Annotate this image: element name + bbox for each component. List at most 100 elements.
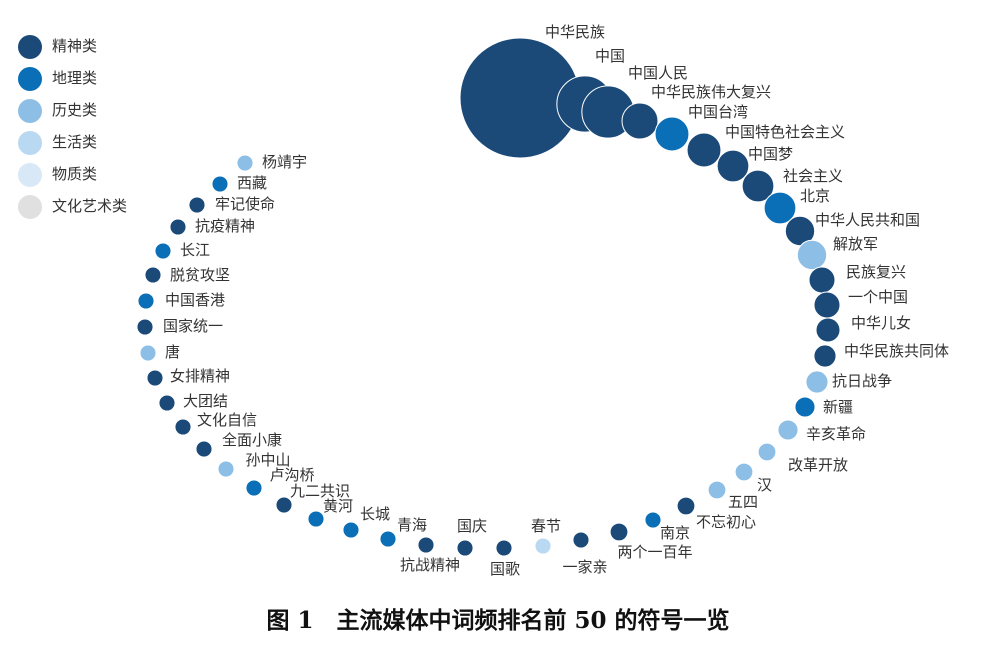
bubble	[379, 530, 397, 548]
bubble	[813, 291, 841, 319]
bubble	[777, 419, 799, 441]
bubble	[144, 266, 162, 284]
bubble	[154, 242, 172, 260]
bubble-label: 辛亥革命	[806, 425, 866, 443]
legend-swatch	[18, 195, 42, 219]
bubble-label: 南京	[660, 524, 690, 542]
bubble	[621, 102, 659, 140]
legend-swatch	[18, 67, 42, 91]
bubble-label: 社会主义	[783, 167, 843, 185]
bubble	[813, 344, 837, 368]
bubble-label: 全面小康	[222, 431, 282, 449]
bubble	[169, 218, 187, 236]
bubble-label: 孙中山	[245, 451, 290, 469]
bubble	[734, 462, 754, 482]
bubble-label: 西藏	[237, 174, 267, 192]
bubble	[136, 318, 154, 336]
bubble-label: 长江	[180, 241, 210, 259]
legend-label: 地理类	[52, 69, 97, 87]
bubble-label: 一个中国	[848, 288, 908, 306]
bubble-label: 抗战精神	[400, 556, 460, 574]
bubble-label: 脱贫攻坚	[170, 266, 230, 284]
bubble-label: 不忘初心	[696, 513, 756, 531]
bubble-label: 中华民族伟大复兴	[651, 83, 771, 101]
bubble-label: 五四	[728, 493, 758, 511]
bubble-label: 抗日战争	[832, 372, 892, 390]
bubble	[275, 496, 293, 514]
bubble	[686, 132, 722, 168]
bubble-label: 唐	[165, 343, 180, 361]
bubble-label: 国庆	[457, 517, 487, 535]
bubble-label: 北京	[800, 187, 830, 205]
bubble	[211, 175, 229, 193]
bubble-label: 中华民族共同体	[844, 342, 949, 360]
bubble-label: 中华儿女	[851, 314, 911, 332]
bubble	[808, 266, 836, 294]
bubble	[534, 537, 552, 555]
bubble	[456, 539, 474, 557]
bubble-label: 女排精神	[170, 367, 230, 385]
bubble	[307, 510, 325, 528]
bubble	[796, 239, 828, 271]
chart-title: 图 1 主流媒体中词频排名前 50 的符号一览	[266, 607, 729, 634]
bubble-label: 中国香港	[165, 291, 225, 309]
bubble-label: 长城	[360, 505, 390, 523]
bubble-label: 两个一百年	[617, 543, 692, 561]
bubble-label: 卢沟桥	[269, 466, 314, 484]
bubble	[245, 479, 263, 497]
bubble-label: 黄河	[323, 497, 353, 515]
bubble-label: 解放军	[833, 235, 878, 253]
bubble-label: 大团结	[183, 392, 228, 410]
bubble	[644, 511, 662, 529]
bubble	[741, 169, 775, 203]
bubble	[146, 369, 164, 387]
bubble-label: 九二共识	[290, 482, 350, 500]
bubble	[572, 531, 590, 549]
bubble	[609, 522, 629, 542]
bubble	[158, 394, 176, 412]
bubble	[174, 418, 192, 436]
bubble-label: 民族复兴	[846, 263, 906, 281]
bubble	[815, 317, 841, 343]
bubble	[716, 149, 750, 183]
bubble-label: 汉	[757, 476, 772, 494]
bubble	[676, 496, 696, 516]
bubble-label: 抗疫精神	[195, 217, 255, 235]
bubble-label: 改革开放	[788, 456, 848, 474]
legend-swatch	[18, 99, 42, 123]
legend-swatch	[18, 35, 42, 59]
bubble	[137, 292, 155, 310]
bubble-label: 中华人民共和国	[815, 211, 920, 229]
bubble	[342, 521, 360, 539]
bubble-label: 春节	[531, 517, 561, 535]
bubble	[763, 191, 797, 225]
bubble	[217, 460, 235, 478]
bubble-label: 牢记使命	[215, 195, 275, 213]
bubble-label: 新疆	[823, 398, 853, 416]
bubble-label: 文化自信	[197, 411, 257, 429]
bubble-label: 杨靖宇	[262, 153, 307, 171]
bubble	[139, 344, 157, 362]
legend-label: 历史类	[52, 101, 97, 119]
bubble	[195, 440, 213, 458]
legend-label: 文化艺术类	[52, 197, 127, 215]
bubble-label: 中国台湾	[688, 103, 748, 121]
bubble	[495, 539, 513, 557]
bubble	[188, 196, 206, 214]
bubble-label: 中国特色社会主义	[725, 123, 845, 141]
legend-label: 生活类	[52, 133, 97, 151]
bubble-label: 国歌	[490, 560, 520, 578]
bubble	[654, 116, 690, 152]
bubble-label: 中华民族	[545, 23, 605, 41]
bubble	[417, 536, 435, 554]
bubble	[757, 442, 777, 462]
bubble-label: 中国	[595, 47, 625, 65]
bubble-label: 中国梦	[748, 145, 793, 163]
bubble-label: 青海	[397, 516, 427, 534]
bubble-label: 中国人民	[628, 64, 688, 82]
bubble	[794, 396, 816, 418]
bubble-label: 国家统一	[163, 317, 223, 335]
legend-label: 精神类	[52, 37, 97, 55]
bubble	[236, 154, 254, 172]
